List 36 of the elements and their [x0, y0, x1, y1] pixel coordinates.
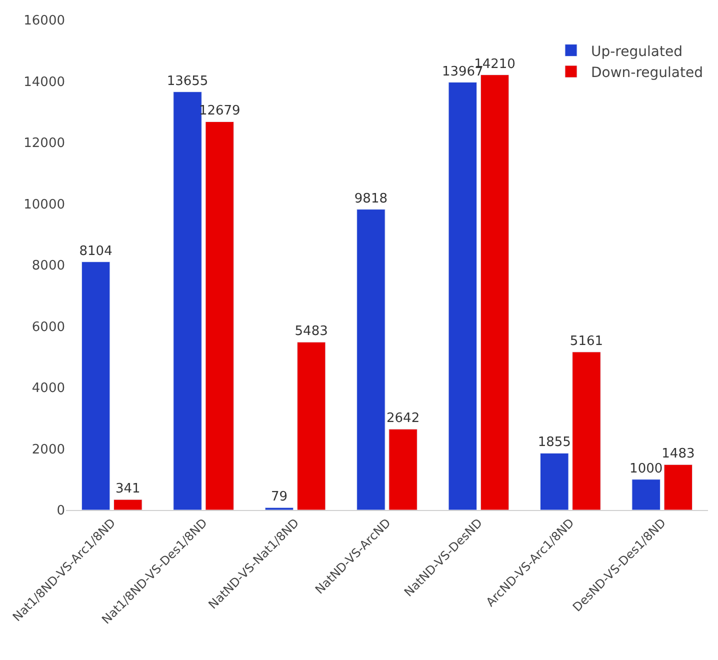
bar [81, 262, 110, 510]
data-label: 9818 [354, 191, 388, 206]
y-tick-label: 14000 [24, 74, 65, 90]
bar [205, 121, 234, 510]
data-label: 1855 [538, 435, 571, 450]
bar [173, 92, 202, 510]
bar [632, 479, 660, 510]
data-label: 5483 [294, 324, 328, 340]
bar [540, 452, 569, 510]
data-label: 79 [270, 490, 288, 505]
data-label: 13655 [166, 74, 208, 89]
y-tick-label: 4000 [32, 381, 65, 396]
bar [264, 507, 294, 510]
data-label: 341 [115, 482, 140, 497]
bar [572, 352, 601, 510]
bar [448, 82, 478, 510]
bar [664, 464, 693, 510]
y-tick-label: 6000 [32, 320, 65, 335]
y-tick-label: 10000 [24, 197, 65, 212]
y-tick-label: 8000 [32, 258, 65, 274]
y-tick-label: 12000 [24, 136, 65, 152]
bar [296, 342, 326, 510]
data-label: 8104 [79, 244, 112, 259]
y-tick-label: 2000 [32, 442, 65, 458]
data-label: 1483 [662, 446, 695, 462]
y-tick-label: 0 [56, 504, 65, 519]
bar [480, 74, 510, 510]
data-label: 1000 [630, 461, 663, 476]
bar [388, 428, 418, 510]
bar [356, 209, 386, 510]
y-tick-label: 16000 [24, 14, 65, 29]
data-label: 2642 [386, 411, 420, 426]
legend-label: Up-regulated [591, 44, 682, 60]
data-label: 5161 [570, 334, 604, 349]
legend-label: Down-regulated [591, 64, 703, 81]
bar [114, 499, 142, 510]
